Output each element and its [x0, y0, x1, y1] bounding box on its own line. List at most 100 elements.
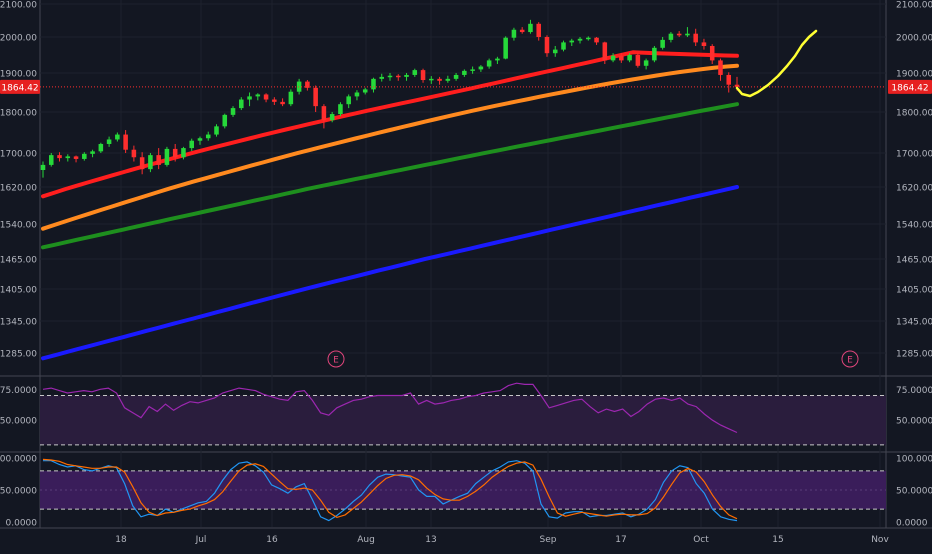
time-tick-label: 18 [115, 535, 127, 545]
price-tick-label-right: 1465.00 [896, 256, 932, 266]
candle-body [247, 96, 252, 100]
candle-body [652, 47, 657, 61]
candle-body [627, 55, 632, 61]
candle-body [577, 38, 583, 41]
candle-body [296, 81, 302, 92]
price-tick-label-left: 1700.00 [0, 150, 37, 160]
earnings-marker-label: E [333, 356, 339, 366]
stochastic-line [43, 460, 738, 522]
time-tick-label: Aug [357, 535, 375, 545]
candle-body [718, 60, 723, 75]
candle-body [321, 106, 327, 121]
candle-body [561, 42, 566, 50]
candle-body [205, 134, 211, 139]
candle-body [115, 134, 120, 140]
candle-body [528, 23, 533, 33]
candle-body [478, 66, 484, 70]
price-tick-label-left: 2100.00 [0, 1, 37, 11]
candle-body [511, 29, 517, 38]
candle-body [503, 37, 508, 59]
candle-body [313, 87, 318, 107]
time-tick-label: 17 [615, 535, 626, 545]
candle-body [230, 108, 236, 115]
candle-body [98, 143, 104, 152]
candle-body [486, 60, 492, 67]
candle-body [470, 69, 475, 71]
candle-body [676, 33, 682, 36]
candle-body [148, 155, 153, 170]
current-price-label-left: 1864.42 [1, 83, 38, 93]
candle-body [48, 155, 54, 165]
moving-average-line [41, 102, 739, 250]
candle-body [82, 153, 87, 159]
rsi-tick-label-left: 50.0000 [0, 417, 37, 427]
candle-body [569, 40, 575, 43]
candle-body [65, 156, 71, 159]
candle-body [404, 74, 409, 77]
stochastic-tick-label-right: 100.0000 [896, 455, 932, 465]
candle-body [288, 91, 294, 105]
stochastic-tick-label-right: 50.0000 [896, 487, 932, 497]
moving-average-line [41, 185, 739, 361]
candle-body [197, 138, 203, 141]
candle-body [709, 46, 715, 61]
candle-body [90, 151, 95, 154]
candle-body [519, 29, 525, 33]
candle-body [552, 49, 558, 54]
earnings-marker: E [841, 350, 859, 368]
candle-body [643, 60, 649, 66]
candle-body [379, 76, 385, 79]
candle-body [164, 148, 170, 165]
candle-body [280, 101, 285, 105]
candle-body [437, 78, 442, 81]
candle-body [586, 37, 591, 40]
stochastic-tick-label-left: 100.0000 [0, 455, 37, 465]
price-tick-label-right: 1620.00 [896, 184, 932, 194]
candle-body [329, 114, 335, 121]
rsi-tick-label-right: 50.0000 [896, 417, 932, 427]
candle-body [123, 134, 128, 150]
price-tick-label-right: 1700.00 [896, 150, 932, 160]
price-tick-label-left: 1345.00 [0, 318, 37, 328]
price-tick-label-left: 1285.00 [0, 350, 37, 360]
candle-body [412, 70, 418, 75]
candle-body [139, 157, 145, 170]
current-price-badge-left [0, 79, 40, 94]
candle-body [726, 74, 732, 85]
stochastic-tick-label-left: 0.0000 [6, 518, 38, 528]
candle-body [239, 99, 244, 109]
moving-average-line [41, 63, 739, 231]
candle-body [445, 78, 451, 81]
price-tick-label-left: 1900.00 [0, 70, 37, 80]
price-tick-label-right: 2100.00 [896, 1, 932, 11]
candle-body [73, 156, 79, 159]
price-tick-label-left: 2000.00 [0, 34, 37, 44]
candle-body [106, 139, 112, 144]
candle-body [305, 81, 310, 88]
time-tick-label: Nov [871, 535, 889, 545]
price-tick-label-right: 1405.00 [896, 286, 932, 296]
candle-body [429, 78, 434, 81]
candle-body [272, 99, 277, 102]
candle-body [395, 75, 401, 78]
time-tick-label: 13 [425, 535, 436, 545]
price-tick-label-left: 1540.00 [0, 221, 37, 231]
current-price-label-right: 1864.42 [891, 83, 928, 93]
candle-body [635, 55, 641, 66]
price-tick-label-left: 1465.00 [0, 256, 37, 266]
candle-body [610, 55, 616, 61]
price-projection-line [735, 29, 818, 98]
candle-body [660, 39, 665, 48]
price-tick-label-right: 1285.00 [896, 350, 932, 360]
candle-body [346, 96, 351, 105]
price-tick-label-left: 1800.00 [0, 109, 37, 119]
candle-body [172, 148, 178, 158]
candle-body [362, 89, 368, 93]
time-tick-label: Sep [540, 535, 557, 545]
candle-body [131, 149, 137, 158]
time-tick-label: 15 [772, 535, 783, 545]
price-tick-label-left: 1620.00 [0, 184, 37, 194]
candle-body [693, 33, 698, 43]
candle-body [619, 55, 624, 61]
rsi-line [42, 382, 738, 434]
